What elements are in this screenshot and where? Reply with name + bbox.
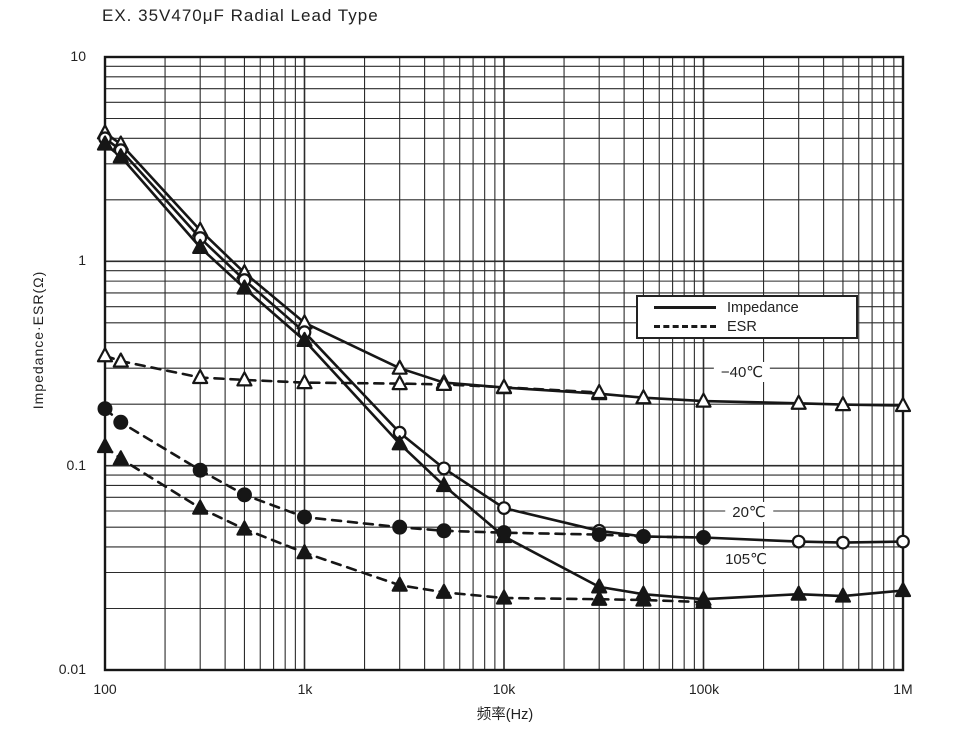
legend-item-impedance: Impedance xyxy=(638,300,856,316)
triangle-filled-marker xyxy=(790,585,807,601)
triangle-filled-marker xyxy=(635,591,652,607)
triangle-open-marker xyxy=(695,392,712,408)
x-tick-10k: 10k xyxy=(492,681,516,697)
x-tick-100: 100 xyxy=(93,681,117,697)
circle-open-marker xyxy=(791,534,806,549)
circle-filled-marker xyxy=(635,529,651,545)
triangle-open-marker xyxy=(495,378,513,394)
triangle-open-marker xyxy=(894,396,912,413)
triangle-filled-marker xyxy=(435,476,453,493)
circle-filled-marker xyxy=(591,527,607,543)
circle-filled-marker xyxy=(113,414,129,430)
triangle-open-marker xyxy=(391,359,408,375)
circle-filled-marker xyxy=(392,519,408,535)
triangle-open-marker xyxy=(112,352,129,368)
triangle-filled-marker xyxy=(112,148,129,164)
y-tick-10: 10 xyxy=(70,48,86,64)
triangle-filled-marker xyxy=(96,437,114,454)
circle-filled-marker xyxy=(436,523,452,539)
circle-open-marker xyxy=(497,501,511,515)
circle-filled-marker xyxy=(192,462,208,478)
legend-dashed-line-icon xyxy=(654,325,716,328)
triangle-filled-marker xyxy=(391,435,408,451)
x-tick-100k: 100k xyxy=(688,681,720,697)
circle-filled-marker xyxy=(297,509,313,525)
circle-filled-marker xyxy=(695,530,711,546)
chart-title: EX. 35V470μF Radial Lead Type xyxy=(102,6,379,25)
triangle-filled-marker xyxy=(834,587,852,603)
x-tick-1k: 1k xyxy=(297,681,313,697)
series-line xyxy=(103,142,905,601)
x-axis-label: 频率(Hz) xyxy=(476,707,534,723)
triangle-open-marker xyxy=(236,371,253,387)
triangle-open-marker xyxy=(834,396,852,412)
legend-label-esr: ESR xyxy=(727,318,757,335)
triangle-open-marker xyxy=(391,375,408,391)
triangle-filled-marker xyxy=(192,238,209,255)
triangle-open-marker xyxy=(435,375,453,391)
x-tick-1M: 1M xyxy=(893,681,913,697)
legend-label-impedance: Impedance xyxy=(727,299,799,316)
triangle-filled-marker xyxy=(391,576,408,592)
triangle-open-marker xyxy=(96,347,114,363)
triangle-open-marker xyxy=(192,368,209,385)
triangle-filled-marker xyxy=(296,544,313,560)
plot-border xyxy=(103,55,905,672)
y-axis-label: Impedance·ESR(Ω) xyxy=(30,270,46,410)
triangle-open-marker xyxy=(591,383,608,400)
triangle-filled-marker xyxy=(695,593,712,609)
triangle-filled-marker xyxy=(495,589,513,605)
triangle-filled-marker xyxy=(296,331,313,348)
curve-label-20c: 20℃ xyxy=(725,502,773,522)
triangle-filled-marker xyxy=(192,499,209,515)
triangle-filled-marker xyxy=(236,520,253,536)
curve-label-105c: 105℃ xyxy=(718,549,774,569)
triangle-filled-marker xyxy=(591,590,608,606)
circle-filled-marker xyxy=(236,487,252,503)
triangle-filled-marker xyxy=(591,578,608,594)
triangle-filled-marker xyxy=(96,135,114,151)
y-tick-1: 1 xyxy=(78,252,86,268)
y-tick-0p1: 0.1 xyxy=(66,457,86,473)
circle-filled-marker xyxy=(496,525,512,541)
triangle-filled-marker xyxy=(435,583,453,599)
circle-filled-marker xyxy=(97,401,113,417)
series-line xyxy=(103,354,601,394)
triangle-open-marker xyxy=(296,373,313,390)
triangle-filled-marker xyxy=(236,279,253,295)
legend: Impedance ESR xyxy=(636,295,858,339)
triangle-filled-marker xyxy=(112,450,129,466)
triangle-open-marker xyxy=(635,389,652,405)
triangle-open-marker xyxy=(790,394,807,410)
circle-open-marker xyxy=(836,535,850,550)
triangle-filled-marker xyxy=(894,581,912,598)
legend-item-esr: ESR xyxy=(638,319,856,335)
y-tick-0p01: 0.01 xyxy=(58,661,86,677)
series-line xyxy=(103,137,905,544)
circle-open-marker xyxy=(437,461,451,476)
circle-open-marker xyxy=(896,534,910,549)
legend-solid-line-icon xyxy=(654,306,716,309)
curve-label-minus40c: −40℃ xyxy=(713,362,771,382)
